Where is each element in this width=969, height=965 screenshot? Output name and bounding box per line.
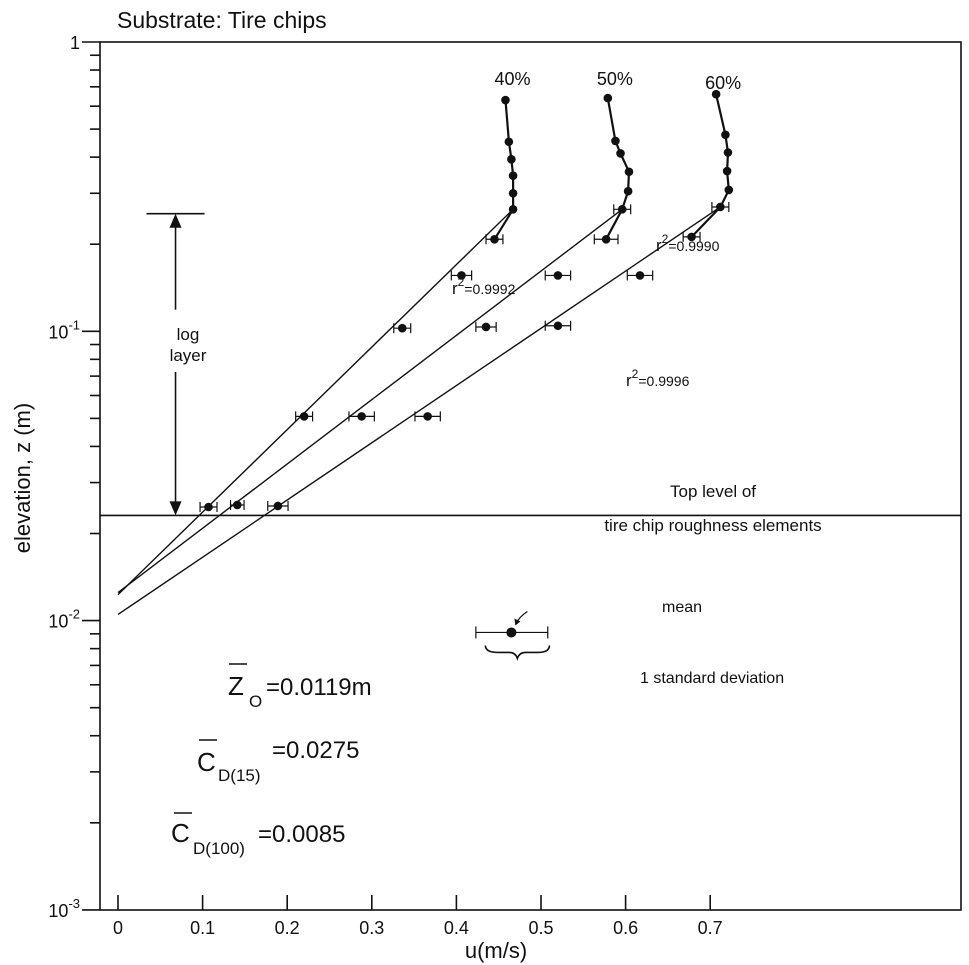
data-point (716, 202, 725, 212)
data-points (199, 89, 734, 512)
data-point (723, 148, 733, 157)
series-label: 40% (494, 69, 530, 89)
data-point (687, 232, 696, 242)
x-axis-label: u(m/s) (465, 938, 527, 963)
fit-lines (117, 206, 721, 616)
series-labels: 40% 50% 60% r2=0.9992 r2=0.9990 r2=0.9996 (452, 69, 741, 390)
x-tick-label: 0.5 (528, 918, 553, 938)
data-point (397, 323, 407, 333)
y-tick-label: 10-1 (48, 317, 80, 342)
data-point (423, 412, 432, 421)
cd100-symbol: C (171, 818, 190, 848)
data-point (299, 412, 309, 421)
cd15-value: =0.0275 (272, 737, 359, 764)
x-tick-label: 0.7 (698, 918, 723, 938)
cd15-subscript: D(15) (218, 766, 261, 785)
data-point (553, 321, 563, 331)
sd-brace (484, 645, 551, 661)
log-layer-label-line2: layer (170, 346, 207, 365)
x-tick-label: 0.1 (190, 918, 215, 938)
mean-label: mean (662, 599, 702, 616)
data-point (553, 271, 563, 280)
r-squared-label: r2=0.9996 (626, 367, 690, 390)
data-point (617, 205, 627, 214)
cd15-symbol: C (197, 747, 216, 777)
cd15-annotation: C D(15) =0.0275 (197, 737, 359, 785)
roughness-label-line1: Top level of (670, 482, 756, 501)
data-point (508, 171, 518, 181)
y-axis-label: elevation, z (m) (10, 403, 35, 553)
data-point (721, 130, 730, 140)
z0-value: =0.0119m (266, 674, 372, 701)
roughness-label-line2: tire chip roughness elements (604, 516, 821, 535)
x-tick-label: 0 (113, 918, 123, 938)
data-point (624, 167, 634, 177)
r-squared-label: r2=0.9990 (656, 232, 720, 255)
data-point (711, 89, 721, 99)
cd100-annotation: C D(100) =0.0085 (171, 812, 345, 858)
data-point (232, 500, 242, 510)
arrowhead-down (169, 501, 182, 516)
fit-line-50pct (117, 208, 623, 594)
data-point (722, 166, 732, 176)
data-point (616, 149, 625, 158)
data-point (611, 136, 620, 146)
fit-line-60pct (117, 206, 721, 616)
x-tick-label: 0.4 (444, 918, 469, 938)
x-tick-label: 0.6 (613, 918, 638, 938)
data-point (635, 271, 645, 280)
data-point (481, 322, 491, 332)
data-point (490, 234, 499, 244)
data-point (507, 155, 516, 164)
y-tick-label: 10-2 (48, 607, 80, 632)
arrowhead-up (169, 213, 182, 228)
r-squared-label: r2=0.9992 (452, 275, 516, 298)
cd100-value: =0.0085 (258, 821, 345, 848)
z0-symbol: Z (228, 671, 244, 701)
data-point (204, 502, 213, 512)
chart-title: Substrate: Tire chips (117, 7, 327, 33)
mean-sd-example (475, 610, 551, 661)
x-tick-label: 0.3 (359, 918, 384, 938)
log-layer-label-line1: log (177, 325, 200, 344)
y-tick-label: 10-3 (48, 896, 80, 921)
data-point (501, 95, 510, 105)
y-axis-ticks: 10-3 10-2 10-1 1 (48, 33, 100, 921)
standard-deviation-label: 1 standard deviation (640, 670, 784, 687)
profile-line-60pct (690, 93, 730, 238)
data-point (508, 188, 518, 198)
data-point (601, 234, 611, 244)
z0-subscript: O (249, 692, 262, 711)
x-axis-ticks: 0 0.1 0.2 0.3 0.4 0.5 0.6 0.7 (113, 895, 723, 938)
y-tick-label: 1 (70, 33, 80, 53)
log-layer-marker (146, 212, 205, 516)
series-label: 50% (597, 69, 633, 89)
series-label: 60% (705, 73, 741, 93)
data-point (724, 185, 734, 195)
cd100-subscript: D(100) (193, 839, 245, 858)
data-point (603, 93, 613, 103)
fit-line-40pct (117, 208, 514, 596)
data-point (357, 412, 366, 421)
data-point (504, 137, 514, 147)
data-point (508, 205, 518, 214)
mean-point (506, 627, 517, 638)
plot-frame (99, 41, 962, 911)
data-point (273, 501, 283, 511)
mean-pointer-head (514, 618, 521, 626)
z0-annotation: Z O =0.0119m (228, 663, 372, 711)
x-tick-label: 0.2 (275, 918, 300, 938)
data-point (457, 271, 466, 280)
data-point (623, 186, 633, 196)
